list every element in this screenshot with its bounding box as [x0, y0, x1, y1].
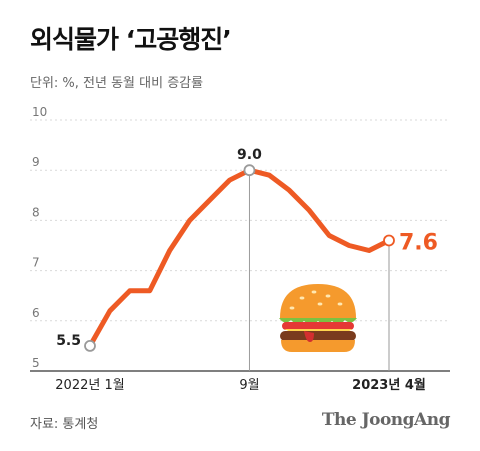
data-point-marker: [383, 234, 395, 247]
source-note: 자료: 통계청: [30, 417, 99, 432]
series-line: [87, 167, 392, 349]
y-tick-label: 5: [32, 356, 40, 370]
y-tick-label: 10: [32, 105, 47, 119]
data-label: 5.5: [56, 333, 81, 349]
page-title: 외식물가 ‘고공행진’: [30, 25, 232, 54]
chart-unit-note: 단위: %, 전년 동월 대비 증감률: [30, 76, 204, 91]
y-tick-label: 7: [32, 256, 40, 270]
data-point-marker: [243, 164, 256, 177]
data-label: 7.6: [399, 230, 438, 255]
y-tick-label: 8: [32, 205, 40, 219]
publisher-logo: The JoongAng: [321, 410, 451, 430]
data-point-marker: [84, 339, 96, 352]
y-tick-label: 9: [32, 155, 40, 169]
y-tick-label: 6: [32, 306, 40, 320]
data-label: 9.0: [237, 147, 262, 163]
hamburger-icon: [279, 284, 357, 352]
x-tick-label: 2023년 4월: [352, 377, 426, 393]
x-tick-label: 2022년 1월: [55, 378, 124, 393]
x-tick-label: 9월: [239, 378, 259, 393]
